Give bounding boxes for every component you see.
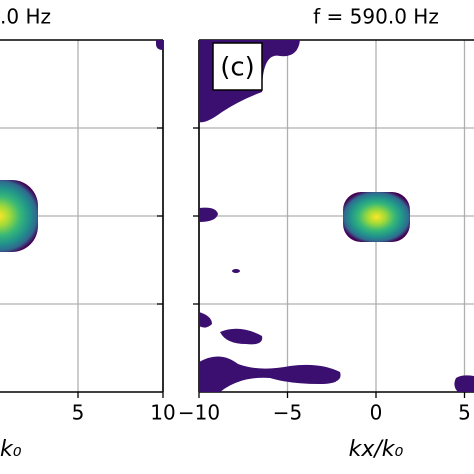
x-axis-label: kx/k₀: [349, 437, 404, 462]
contour-blob: [220, 328, 263, 345]
panel-label-box: (c): [212, 42, 263, 91]
left-panel: 5 10 .0 Hz k₀: [0, 5, 176, 462]
panel-label-frame: [212, 42, 263, 91]
panel-title: .0 Hz: [0, 5, 51, 29]
contour-blob: [454, 375, 474, 392]
panel-label: (c): [220, 53, 255, 83]
contour-blob: [0, 180, 38, 252]
x-tick-label: 5: [72, 401, 85, 425]
x-tick-label: −5: [273, 401, 302, 425]
x-tick-label: 5: [458, 401, 471, 425]
x-axis-label: k₀: [0, 437, 22, 462]
contour-blob: [232, 269, 240, 273]
x-tick-label: 0: [370, 401, 383, 425]
x-tick-label: −10: [178, 401, 220, 425]
contour-blob: [199, 207, 218, 222]
panel-title: f = 590.0 Hz: [313, 5, 439, 29]
contour-blob: [156, 40, 163, 50]
x-tick-label: 10: [150, 401, 175, 425]
contour-blob: [199, 356, 341, 392]
contour-blob: [343, 192, 410, 242]
contour-blob: [199, 312, 212, 328]
left-contours: [0, 40, 163, 252]
